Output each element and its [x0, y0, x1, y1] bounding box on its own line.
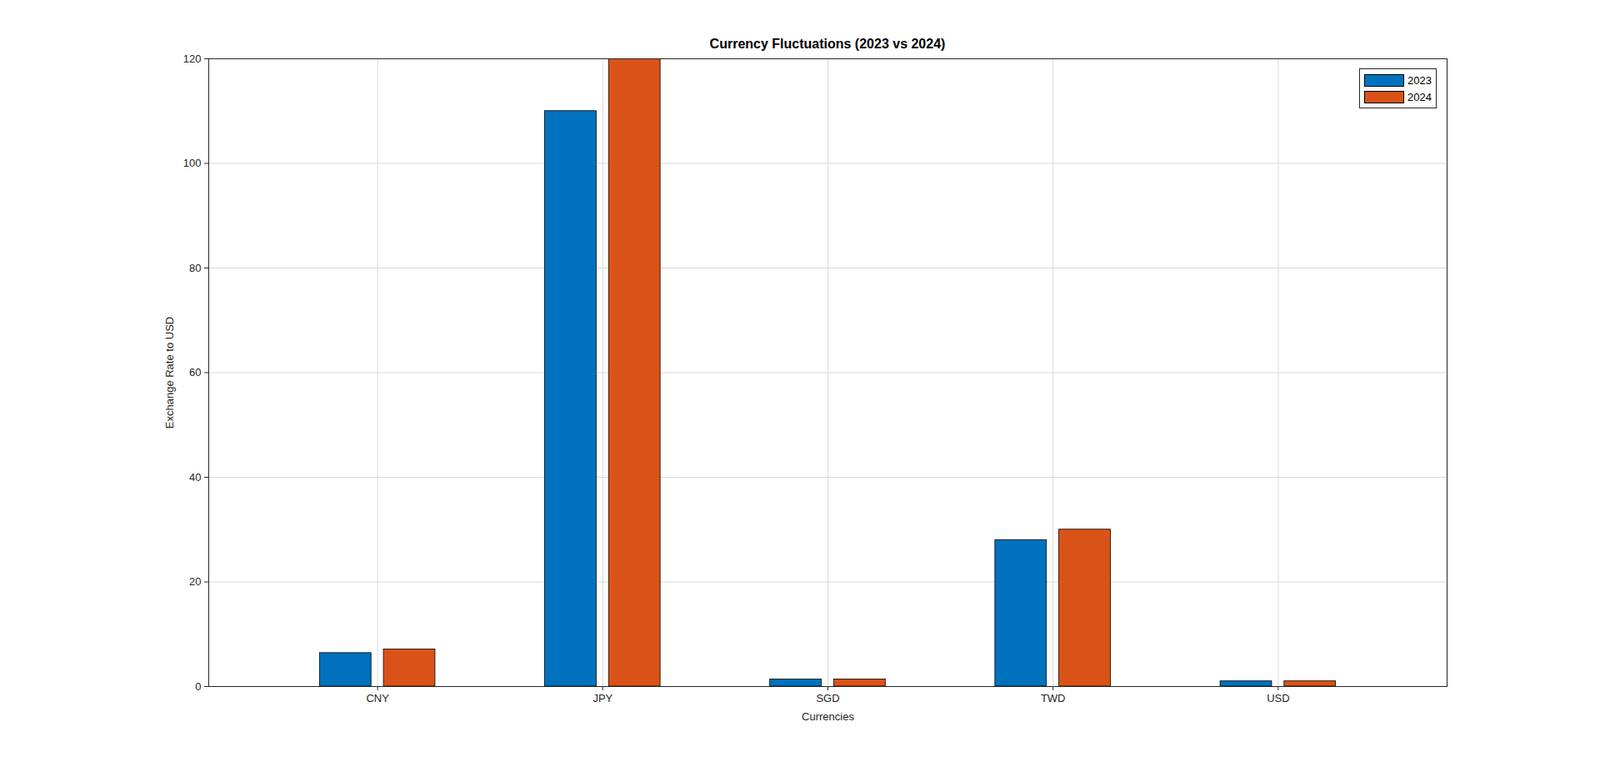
svg-text:TWD: TWD — [1040, 691, 1066, 705]
html-text:2024: 2024 — [1407, 90, 1432, 103]
svg-text:20: 20 — [189, 575, 201, 588]
svg-text:60: 60 — [189, 365, 201, 379]
svg-text:SGD: SGD — [815, 691, 840, 705]
svg-text:80: 80 — [189, 261, 201, 275]
html-text:Currency Fluctuations (2023 vs: Currency Fluctuations (2023 vs 2024) — [709, 36, 946, 51]
svg-text:Currencies: Currencies — [801, 710, 855, 723]
svg-text:40: 40 — [189, 470, 201, 484]
svg-text:100: 100 — [183, 156, 202, 170]
svg-text:JPY: JPY — [592, 691, 613, 705]
svg-text:120: 120 — [183, 52, 202, 65]
svg-text:USD: USD — [1266, 691, 1290, 705]
html-text:2023: 2023 — [1407, 73, 1432, 87]
svg-text:Exchange Rate to USD: Exchange Rate to USD — [163, 316, 176, 429]
svg-text:0: 0 — [195, 680, 201, 693]
svg-text:CNY: CNY — [365, 691, 390, 705]
